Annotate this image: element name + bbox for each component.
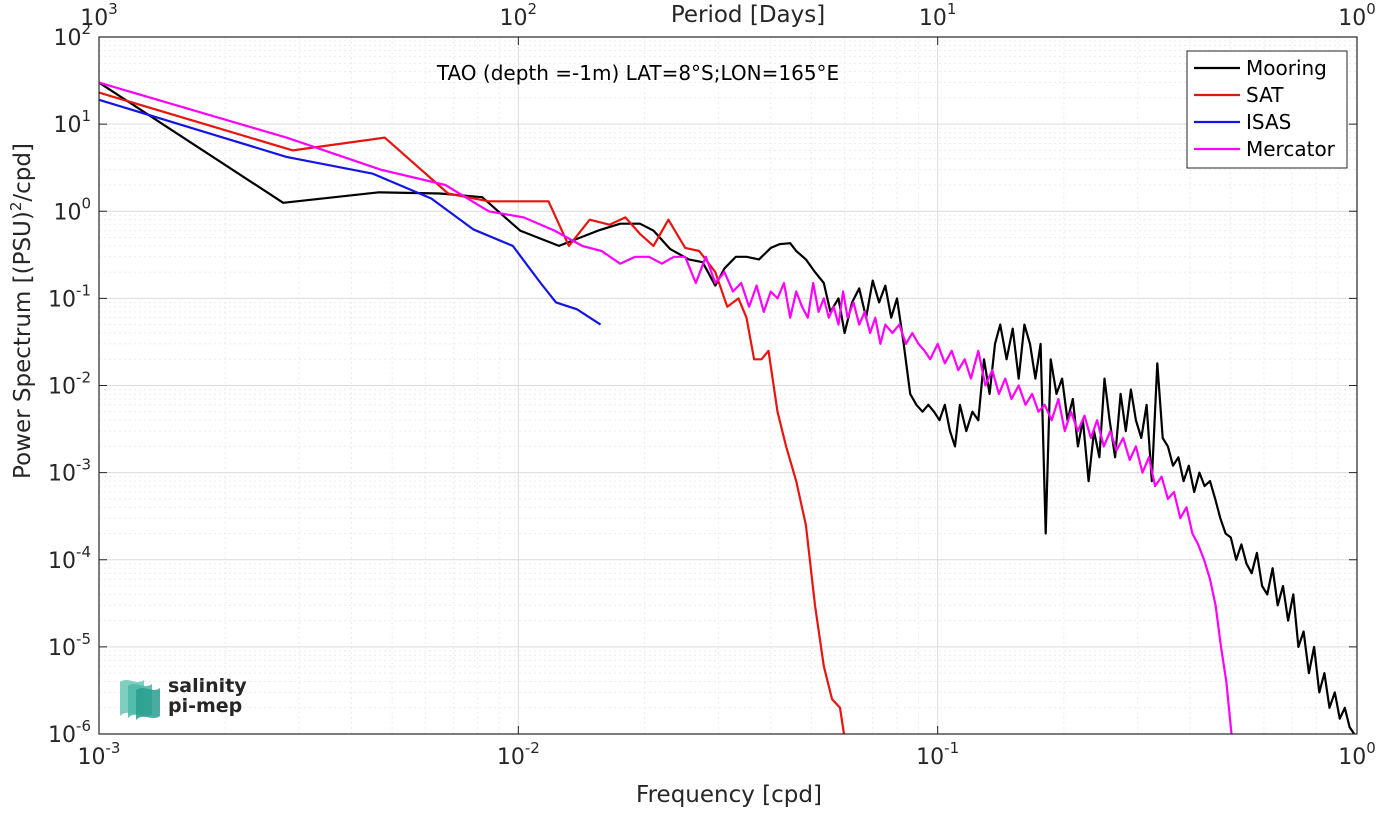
logo-wave-3 (136, 688, 160, 720)
y-tick-label-base: 10 (53, 26, 81, 51)
top-tick-label-exp: 1 (947, 0, 957, 18)
y-tick-label: 10-6 (48, 717, 91, 748)
top-tick-label-exp: 2 (528, 0, 538, 18)
y-tick-label: 10-2 (48, 369, 91, 400)
y-axis-title-sup: 2 (7, 202, 25, 212)
x-tick-label: 10-3 (78, 739, 121, 770)
y-tick-label: 10-1 (48, 281, 91, 312)
top-tick-label-exp: 0 (1366, 0, 1376, 18)
y-axis-title-main: Power Spectrum [(PSU) (10, 211, 36, 479)
series-line-mooring (99, 81, 1356, 734)
x-tick-label-base: 10 (1338, 745, 1366, 770)
y-tick-label-exp: 2 (81, 20, 91, 38)
y-tick-label-base: 10 (48, 636, 76, 661)
x-tick-label: 10-2 (497, 739, 540, 770)
x-tick-label-exp: -3 (106, 739, 121, 757)
legend-label-isas: ISAS (1246, 110, 1291, 134)
x-tick-label-base: 10 (78, 745, 106, 770)
y-tick-label: 10-3 (48, 456, 91, 487)
y-tick-label: 10-4 (48, 543, 91, 574)
y-tick-label-exp: -4 (76, 543, 91, 561)
y-tick-label: 102 (53, 20, 91, 51)
series-line-sat (99, 91, 846, 734)
top-axis-title: Period [Days] (671, 2, 825, 28)
y-tick-label-base: 10 (48, 723, 76, 748)
y-tick-label-base: 10 (48, 549, 76, 574)
y-tick-label-exp: -1 (76, 281, 91, 299)
grid (98, 37, 1357, 735)
top-tick-label-base: 10 (500, 6, 528, 31)
y-tick-label-base: 10 (48, 375, 76, 400)
top-tick-label: 102 (500, 0, 538, 31)
y-tick-label-exp: -6 (76, 717, 91, 735)
y-tick-label-base: 10 (48, 462, 76, 487)
top-tick-label: 103 (80, 0, 118, 31)
legend-label-sat: SAT (1246, 83, 1284, 107)
x-tick-label-base: 10 (497, 745, 525, 770)
y-tick-label-base: 10 (53, 200, 81, 225)
x-tick-label-exp: -1 (944, 739, 959, 757)
top-tick-label-base: 10 (919, 6, 947, 31)
y-tick-label-exp: 1 (81, 107, 91, 125)
legend: Mooring SAT ISAS Mercator (1186, 50, 1348, 169)
y-tick-label: 100 (53, 194, 91, 225)
x-tick-label-base: 10 (916, 745, 944, 770)
y-axis-title: Power Spectrum [(PSU)2/cpd] (7, 143, 36, 479)
top-tick-label: 100 (1338, 0, 1376, 31)
x-tick-label: 10-1 (916, 739, 959, 770)
y-tick-label-exp: -5 (76, 630, 91, 648)
y-tick-label-exp: 0 (81, 194, 91, 212)
legend-label-mooring: Mooring (1246, 56, 1327, 80)
series-line-mercator (99, 81, 1233, 734)
logo-line-2: pi-mep (168, 695, 242, 717)
series-line-isas (99, 98, 602, 326)
y-axis-title-tail: /cpd] (10, 143, 36, 202)
logo-line-1: salinity (168, 675, 247, 697)
y-tick-label-base: 10 (48, 287, 76, 312)
series-layer (99, 81, 1356, 734)
y-tick-label: 10-5 (48, 630, 91, 661)
y-tick-label-exp: -3 (76, 456, 91, 474)
salinity-pi-mep-logo: salinity pi-mep (120, 675, 247, 720)
top-tick-label-exp: 3 (108, 0, 118, 18)
top-tick-label-base: 10 (1338, 6, 1366, 31)
chart-annotation: TAO (depth =-1m) LAT=8°S;LON=165°E (436, 61, 839, 85)
top-tick-label-base: 10 (80, 6, 108, 31)
x-tick-label-exp: -2 (525, 739, 540, 757)
y-tick-label-base: 10 (53, 113, 81, 138)
legend-label-mercator: Mercator (1246, 137, 1336, 161)
x-axis-title: Frequency [cpd] (636, 782, 822, 808)
top-tick-label: 101 (919, 0, 957, 31)
y-tick-label: 101 (53, 107, 91, 138)
series-group (99, 81, 1356, 734)
x-tick-label: 100 (1338, 739, 1376, 770)
x-tick-label-exp: 0 (1366, 739, 1376, 757)
y-tick-label-exp: -2 (76, 369, 91, 387)
